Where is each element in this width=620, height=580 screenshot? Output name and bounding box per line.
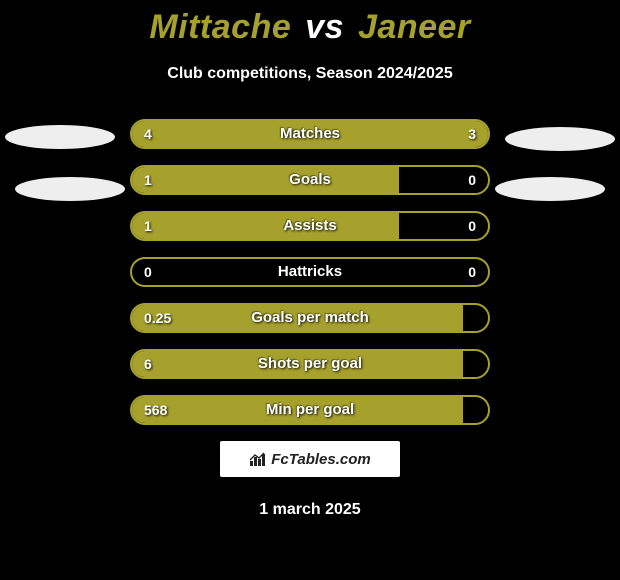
stat-row: 10Goals [130,165,490,195]
fctables-badge[interactable]: FcTables.com [220,441,400,477]
stat-row: 568Min per goal [130,395,490,425]
stat-label: Matches [132,121,488,147]
stat-row: 0.25Goals per match [130,303,490,333]
stat-row: 43Matches [130,119,490,149]
player-ellipse [15,177,125,201]
player-ellipse [495,177,605,201]
stat-row: 6Shots per goal [130,349,490,379]
stat-label: Assists [132,213,488,239]
stat-label: Goals per match [132,305,488,331]
stat-label: Goals [132,167,488,193]
comparison-title: Mittache vs Janeer [0,0,620,47]
player-ellipse [505,127,615,151]
stat-row: 10Assists [130,211,490,241]
player2-name: Janeer [358,8,471,46]
chart-bars-icon [249,451,267,467]
player1-name: Mittache [149,8,291,46]
stat-row: 00Hattricks [130,257,490,287]
subtitle: Club competitions, Season 2024/2025 [0,65,620,83]
stat-label: Min per goal [132,397,488,423]
stat-label: Hattricks [132,259,488,285]
player-ellipse [5,125,115,149]
stats-rows: 43Matches 10Goals 10Assists 00Hattricks 0.25… [130,119,490,425]
badge-text: FcTables.com [271,451,370,468]
vs-label: vs [305,8,344,46]
stat-label: Shots per goal [132,351,488,377]
footer-date: 1 march 2025 [0,501,620,519]
